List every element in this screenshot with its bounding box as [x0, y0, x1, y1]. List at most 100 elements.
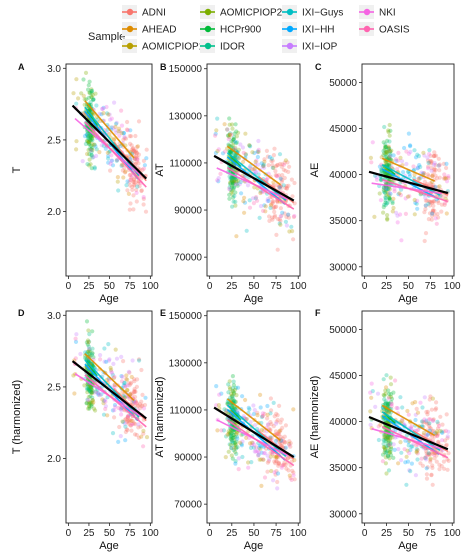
- data-point: [256, 147, 261, 152]
- data-point: [108, 161, 113, 166]
- data-point: [228, 182, 233, 187]
- data-point: [435, 211, 440, 217]
- data-point: [226, 137, 231, 142]
- data-point: [280, 425, 285, 430]
- data-point: [379, 177, 384, 182]
- data-point: [291, 214, 296, 220]
- data-point: [442, 466, 447, 471]
- data-point: [132, 149, 137, 154]
- data-point: [408, 425, 413, 430]
- sample-fit-line: [84, 359, 140, 418]
- data-point: [128, 177, 133, 182]
- data-point: [424, 457, 429, 462]
- data-point: [385, 200, 390, 205]
- data-point: [432, 456, 437, 461]
- data-point: [247, 205, 253, 210]
- data-point: [87, 386, 92, 391]
- data-point: [263, 204, 268, 209]
- data-point: [284, 186, 289, 191]
- data-point: [426, 201, 431, 206]
- data-point: [130, 392, 135, 397]
- data-point: [432, 166, 437, 171]
- data-point: [232, 146, 237, 151]
- data-point: [429, 473, 434, 478]
- data-point: [257, 457, 262, 462]
- data-point: [407, 468, 412, 473]
- data-point: [387, 197, 392, 202]
- data-point: [446, 174, 451, 179]
- data-point: [396, 447, 401, 452]
- data-point: [386, 396, 391, 401]
- data-point: [390, 435, 395, 440]
- data-point: [383, 385, 389, 390]
- data-point: [227, 192, 232, 197]
- data-point: [431, 153, 437, 159]
- data-point: [275, 417, 280, 423]
- data-point: [131, 207, 136, 212]
- data-point: [130, 418, 135, 424]
- data-point: [282, 160, 287, 165]
- data-point: [73, 336, 78, 341]
- data-point: [408, 143, 413, 148]
- data-point: [126, 191, 131, 196]
- data-point: [274, 431, 279, 436]
- data-point: [434, 429, 439, 434]
- data-point: [442, 176, 447, 181]
- data-point: [236, 156, 241, 161]
- data-point: [406, 151, 411, 156]
- y-tick-label: 110000: [169, 158, 202, 169]
- data-point: [433, 162, 438, 168]
- data-point: [256, 172, 261, 177]
- data-point: [100, 106, 105, 111]
- data-point: [412, 197, 417, 203]
- data-point: [428, 456, 433, 461]
- data-point: [415, 428, 421, 433]
- data-point: [87, 339, 92, 344]
- sample-fit-line: [226, 398, 282, 441]
- data-point: [259, 483, 264, 488]
- data-point: [135, 184, 140, 189]
- data-point: [384, 408, 389, 414]
- data-point: [274, 173, 279, 178]
- x-tick-label: 100: [142, 281, 159, 292]
- data-point: [90, 142, 95, 147]
- data-point: [107, 131, 112, 137]
- data-point: [89, 136, 94, 141]
- data-point: [383, 145, 389, 150]
- data-point: [229, 179, 235, 184]
- data-point: [264, 148, 269, 153]
- data-point: [258, 189, 263, 194]
- data-point: [240, 394, 245, 399]
- data-point: [123, 429, 128, 435]
- data-point: [118, 143, 123, 149]
- data-point: [282, 440, 287, 445]
- data-point: [86, 349, 91, 354]
- data-point: [231, 187, 236, 192]
- data-point: [88, 134, 93, 139]
- x-axis-title: Age: [244, 293, 264, 305]
- data-point: [240, 454, 245, 460]
- data-point: [435, 199, 441, 204]
- data-point: [230, 137, 236, 142]
- data-point: [260, 190, 265, 195]
- data-point: [87, 79, 92, 84]
- data-point: [382, 446, 387, 451]
- data-point: [445, 457, 450, 462]
- data-point: [233, 141, 239, 146]
- data-point: [121, 175, 126, 180]
- sample-fit-line: [226, 152, 287, 202]
- data-point: [123, 383, 128, 389]
- sample-fit-line: [84, 374, 147, 428]
- data-point: [234, 439, 239, 444]
- data-point: [222, 407, 227, 412]
- data-point: [385, 448, 390, 453]
- data-point: [385, 435, 390, 440]
- data-point: [290, 229, 295, 234]
- data-point: [382, 445, 387, 450]
- data-point: [110, 431, 116, 436]
- data-point: [386, 129, 391, 135]
- data-point: [405, 448, 410, 453]
- data-point: [427, 397, 432, 402]
- data-point: [136, 161, 141, 166]
